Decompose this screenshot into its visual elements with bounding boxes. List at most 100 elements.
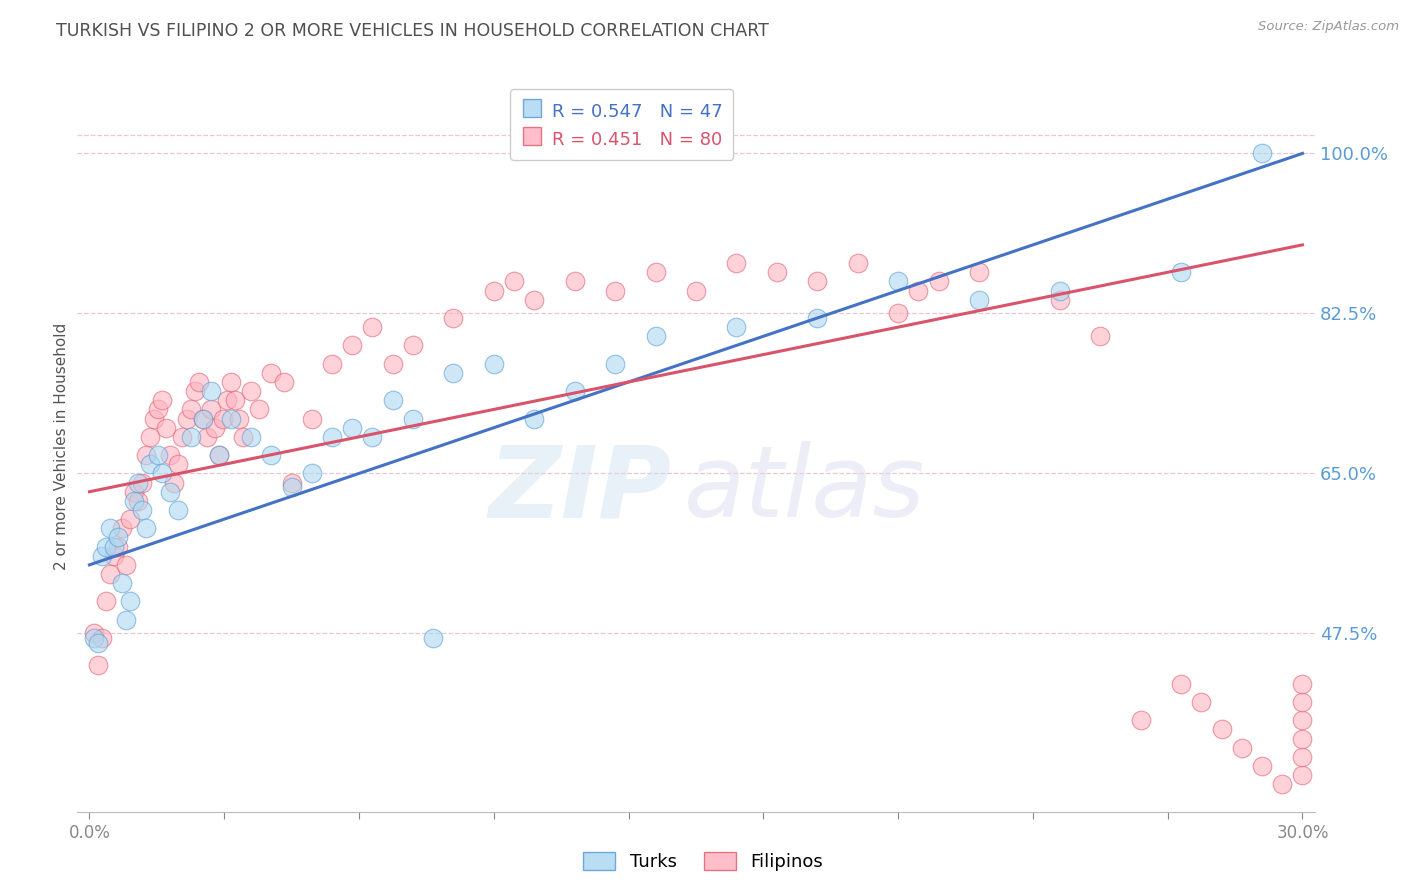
Point	[240, 430, 263, 444]
Point	[422, 631, 444, 645]
Point	[131, 503, 153, 517]
Point	[228, 411, 250, 425]
Point	[172, 430, 194, 444]
Point	[159, 484, 181, 499]
Point	[219, 375, 242, 389]
Point	[240, 384, 263, 399]
Point	[260, 366, 283, 380]
Point	[148, 402, 170, 417]
Point	[127, 475, 149, 490]
Point	[1291, 731, 1313, 746]
Point	[111, 576, 134, 591]
Point	[143, 411, 166, 425]
Point	[195, 430, 218, 444]
Point	[150, 467, 173, 481]
Point	[191, 411, 214, 425]
Point	[1170, 265, 1192, 279]
Point	[204, 421, 226, 435]
Point	[1230, 740, 1253, 755]
Point	[523, 293, 546, 307]
Text: TURKISH VS FILIPINO 2 OR MORE VEHICLES IN HOUSEHOLD CORRELATION CHART: TURKISH VS FILIPINO 2 OR MORE VEHICLES I…	[56, 22, 769, 40]
Point	[107, 530, 129, 544]
Point	[115, 558, 138, 572]
Point	[148, 448, 170, 462]
Point	[103, 540, 125, 554]
Point	[1251, 146, 1274, 161]
Point	[90, 631, 112, 645]
Point	[806, 311, 828, 326]
Point	[644, 329, 666, 343]
Point	[163, 475, 186, 490]
Point	[180, 402, 202, 417]
Point	[212, 411, 235, 425]
Point	[139, 430, 162, 444]
Point	[1251, 759, 1274, 773]
Point	[260, 448, 283, 462]
Point	[301, 467, 323, 481]
Point	[215, 393, 238, 408]
Point	[232, 430, 254, 444]
Point	[342, 421, 364, 435]
Point	[887, 306, 910, 320]
Point	[1211, 723, 1233, 737]
Point	[187, 375, 209, 389]
Point	[503, 275, 526, 289]
Point	[280, 475, 302, 490]
Point	[564, 384, 586, 399]
Point	[725, 320, 748, 334]
Text: Source: ZipAtlas.com: Source: ZipAtlas.com	[1258, 20, 1399, 33]
Point	[1189, 695, 1212, 709]
Point	[83, 626, 105, 640]
Point	[603, 357, 626, 371]
Text: atlas: atlas	[683, 442, 925, 539]
Point	[381, 357, 404, 371]
Point	[644, 265, 666, 279]
Point	[361, 320, 384, 334]
Point	[301, 411, 323, 425]
Point	[122, 484, 145, 499]
Point	[183, 384, 205, 399]
Point	[224, 393, 246, 408]
Point	[219, 411, 242, 425]
Text: ZIP: ZIP	[488, 442, 671, 539]
Point	[122, 494, 145, 508]
Point	[200, 402, 222, 417]
Point	[86, 658, 108, 673]
Point	[139, 458, 162, 472]
Point	[208, 448, 231, 462]
Point	[321, 430, 343, 444]
Point	[1291, 768, 1313, 782]
Point	[107, 540, 129, 554]
Point	[1271, 777, 1294, 791]
Point	[441, 311, 464, 326]
Point	[1291, 749, 1313, 764]
Point	[90, 549, 112, 563]
Point	[402, 338, 425, 352]
Point	[1090, 329, 1112, 343]
Point	[1291, 677, 1313, 691]
Point	[523, 411, 546, 425]
Point	[94, 540, 117, 554]
Point	[127, 494, 149, 508]
Point	[441, 366, 464, 380]
Point	[200, 384, 222, 399]
Point	[887, 275, 910, 289]
Point	[806, 275, 828, 289]
Point	[155, 421, 177, 435]
Point	[273, 375, 295, 389]
Point	[928, 275, 950, 289]
Point	[118, 594, 141, 608]
Point	[1049, 293, 1071, 307]
Point	[967, 265, 990, 279]
Point	[482, 357, 505, 371]
Point	[180, 430, 202, 444]
Point	[208, 448, 231, 462]
Point	[361, 430, 384, 444]
Point	[167, 503, 190, 517]
Point	[98, 567, 121, 582]
Point	[603, 284, 626, 298]
Point	[725, 256, 748, 270]
Point	[482, 284, 505, 298]
Point	[247, 402, 270, 417]
Point	[1291, 714, 1313, 728]
